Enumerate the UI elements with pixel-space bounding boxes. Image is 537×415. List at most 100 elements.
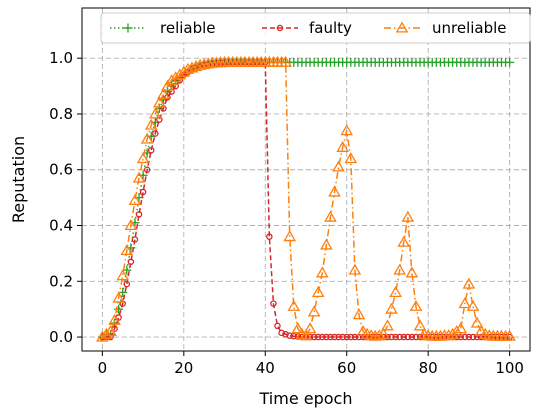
data-point-unreliable <box>397 235 411 247</box>
x-tick-label: 40 <box>256 359 275 377</box>
legend-label: reliable <box>160 19 216 37</box>
data-point-unreliable <box>307 305 321 317</box>
data-point-faulty <box>416 333 424 341</box>
y-tick-label: 0.4 <box>49 217 73 235</box>
data-point-unreliable <box>336 140 349 152</box>
legend-label: unreliable <box>432 19 507 37</box>
y-tick-label: 0.6 <box>49 161 73 179</box>
data-point-unreliable <box>128 193 142 205</box>
data-point-faulty <box>270 300 277 307</box>
data-point-faulty <box>290 332 298 340</box>
x-tick-label: 0 <box>98 359 108 377</box>
data-point-unreliable <box>283 230 297 242</box>
data-point-unreliable <box>148 107 162 119</box>
data-point-faulty <box>351 333 359 341</box>
data-point-unreliable <box>409 299 423 311</box>
data-point-faulty <box>453 333 460 341</box>
legend-item-unreliable: unreliable <box>384 19 507 37</box>
data-point-unreliable <box>324 210 337 222</box>
data-point-unreliable <box>124 219 138 231</box>
data-point-unreliable <box>348 263 362 275</box>
data-point-unreliable <box>96 330 109 342</box>
data-point-unreliable <box>185 61 199 73</box>
data-point-faulty <box>294 333 302 340</box>
data-point-unreliable <box>401 210 415 222</box>
data-point-unreliable <box>140 132 154 144</box>
data-point-faulty <box>396 333 403 341</box>
data-point-unreliable <box>291 322 305 334</box>
data-point-faulty <box>107 333 114 341</box>
x-axis-label: Time epoch <box>259 389 353 408</box>
data-point-unreliable <box>153 96 166 108</box>
data-point-unreliable <box>381 319 394 331</box>
data-point-faulty <box>343 333 350 341</box>
data-point-unreliable <box>466 299 480 311</box>
data-point-unreliable <box>458 297 472 309</box>
data-point-unreliable <box>161 79 174 91</box>
data-point-unreliable <box>197 58 211 70</box>
x-tick-label: 20 <box>174 359 193 377</box>
data-point-unreliable <box>100 327 113 339</box>
data-point-faulty <box>164 93 171 101</box>
data-point-unreliable <box>470 316 484 328</box>
data-point-faulty <box>388 333 395 341</box>
x-tick-label: 100 <box>495 359 524 377</box>
data-point-unreliable <box>377 327 390 339</box>
data-point-faulty <box>278 329 285 337</box>
data-point-faulty <box>400 333 407 341</box>
data-point-unreliable <box>136 152 150 164</box>
data-point-faulty <box>327 333 334 341</box>
legend-marker <box>395 21 409 33</box>
legend-box <box>100 12 531 44</box>
data-point-unreliable <box>328 185 341 197</box>
data-point-faulty <box>469 333 477 341</box>
data-point-unreliable <box>315 266 329 278</box>
legend-marker <box>276 24 284 32</box>
data-point-faulty <box>147 146 155 154</box>
data-point-faulty <box>152 130 159 137</box>
legend-item-reliable: reliable <box>110 19 216 37</box>
data-point-faulty <box>331 333 338 341</box>
data-point-unreliable <box>372 329 386 341</box>
data-point-unreliable <box>311 285 325 297</box>
data-point-unreliable <box>385 302 398 314</box>
series-unreliable <box>96 55 516 342</box>
data-point-unreliable <box>462 277 476 289</box>
data-point-unreliable <box>344 152 358 164</box>
data-point-unreliable <box>169 71 182 83</box>
data-point-unreliable <box>503 329 516 341</box>
data-point-faulty <box>412 333 420 341</box>
data-point-unreliable <box>413 319 427 331</box>
data-point-unreliable <box>454 322 468 334</box>
y-tick-label: 0.8 <box>49 105 73 123</box>
data-point-faulty <box>310 333 318 341</box>
legend-item-faulty: faulty <box>262 19 352 37</box>
data-point-unreliable <box>389 285 402 297</box>
data-point-faulty <box>127 258 135 266</box>
data-point-unreliable <box>108 313 121 325</box>
data-point-faulty <box>123 280 131 288</box>
data-point-faulty <box>347 333 355 341</box>
data-point-faulty <box>135 211 143 218</box>
data-point-unreliable <box>352 308 366 320</box>
y-tick-label: 1.0 <box>49 49 73 67</box>
data-point-unreliable <box>287 299 301 311</box>
data-point-faulty <box>465 333 473 341</box>
series-layer <box>96 55 516 342</box>
data-point-faulty <box>404 333 412 341</box>
ticks: 0 20 40 60 80 100 0.0 0.2 0.4 0.6 0.8 1.0 <box>49 49 524 377</box>
data-point-unreliable <box>279 55 292 67</box>
data-point-unreliable <box>446 327 459 339</box>
data-point-unreliable <box>393 263 406 275</box>
data-point-faulty <box>282 331 289 338</box>
legend-marker <box>123 23 133 33</box>
data-point-faulty <box>461 333 469 341</box>
data-point-faulty <box>319 333 326 341</box>
data-point-faulty <box>176 77 183 84</box>
data-point-unreliable <box>181 62 195 74</box>
data-point-unreliable <box>340 124 354 136</box>
data-point-unreliable <box>104 324 117 337</box>
data-point-faulty <box>286 332 293 339</box>
data-point-unreliable <box>299 329 313 341</box>
